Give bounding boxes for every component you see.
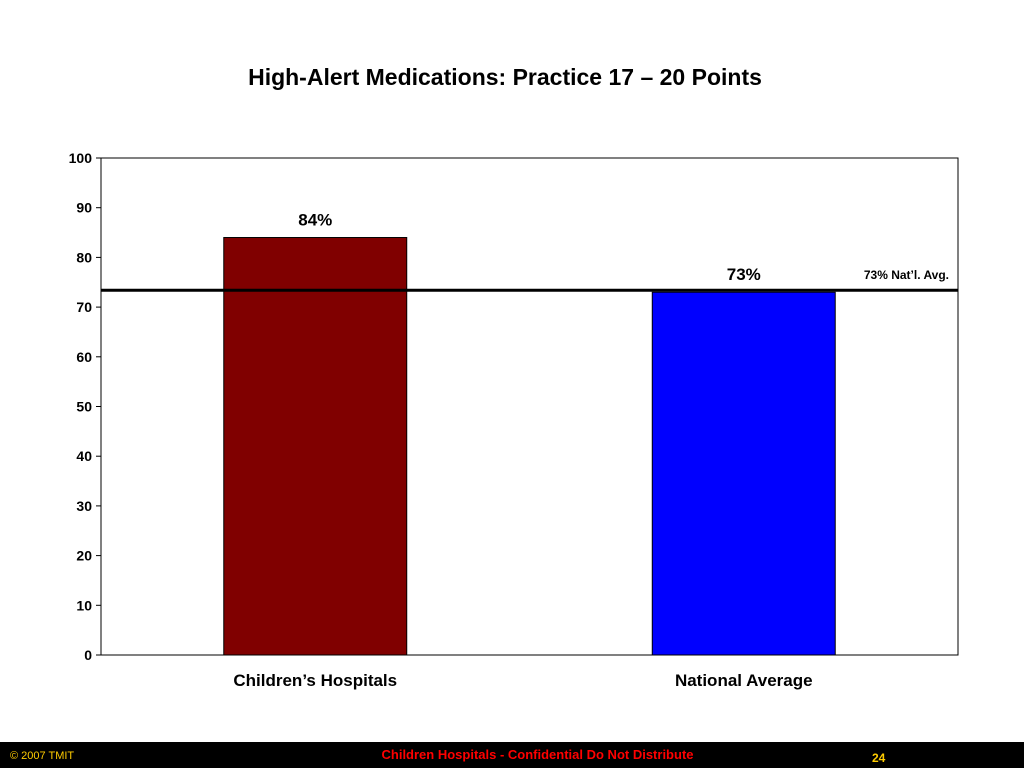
y-tick-label: 50: [76, 399, 92, 415]
y-tick-label: 10: [76, 597, 92, 613]
y-tick-label: 100: [69, 150, 93, 166]
chart-title: High-Alert Medications: Practice 17 – 20…: [248, 64, 762, 90]
data-label: 73%: [727, 265, 761, 284]
y-tick-label: 20: [76, 548, 92, 564]
y-tick-label: 0: [84, 647, 92, 663]
y-tick-label: 40: [76, 448, 92, 464]
confidential-notice: Children Hospitals - Confidential Do Not…: [381, 747, 694, 762]
y-tick-label: 60: [76, 349, 92, 365]
bar-chart: 0 10 20 30 40 50 60 70 80 90 100 84% Children’s Hosp…: [69, 150, 959, 690]
y-tick-label: 90: [76, 200, 92, 216]
y-tick-label: 30: [76, 498, 92, 514]
bar: [223, 237, 408, 656]
x-tick-label: Children’s Hospitals: [233, 671, 397, 690]
footer-bar: © 2007 TMIT Children Hospitals - Confide…: [0, 742, 1024, 768]
x-tick-label: National Average: [675, 671, 813, 690]
data-label: 84%: [298, 211, 332, 230]
page-number: 24: [872, 751, 886, 765]
y-tick-label: 70: [76, 299, 92, 315]
copyright-text: © 2007 TMIT: [10, 750, 75, 762]
reference-line-label: 73% Nat’l. Avg.: [864, 268, 949, 282]
y-tick-label: 80: [76, 249, 92, 265]
bar: [651, 291, 836, 656]
